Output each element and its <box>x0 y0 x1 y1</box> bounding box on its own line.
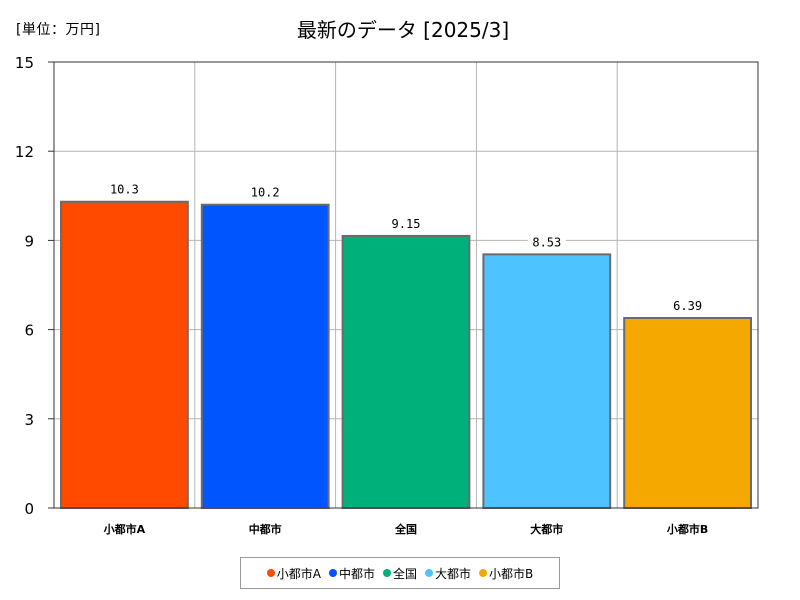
x-tick-label: 全国 <box>394 522 417 536</box>
legend-label: 小都市A <box>276 566 321 581</box>
value-label: 10.3 <box>110 183 139 197</box>
bar <box>623 317 753 509</box>
y-tick-label: 3 <box>24 411 34 429</box>
y-tick-label: 6 <box>24 322 34 340</box>
legend-marker-icon <box>479 569 488 577</box>
x-tick-label: 中都市 <box>249 522 282 536</box>
value-label-bg <box>105 182 144 197</box>
legend: 小都市A 中都市 全国 大都市 小都市B <box>240 557 560 589</box>
value-label-bg <box>668 299 707 314</box>
legend-marker-icon <box>382 569 391 577</box>
plot-frame <box>53 61 759 509</box>
legend-item: 小都市A <box>266 565 321 582</box>
value-label: 10.2 <box>251 186 280 200</box>
x-tick-label: 小都市B <box>666 522 708 536</box>
legend-marker-icon <box>425 569 433 577</box>
y-tick-label: 12 <box>15 143 34 161</box>
y-tick-label: 15 <box>15 54 34 72</box>
bar <box>200 203 330 509</box>
value-label-bg <box>246 185 285 200</box>
value-label: 9.15 <box>392 217 421 231</box>
legend-item: 大都市 <box>425 565 471 582</box>
legend-marker-icon <box>328 569 337 577</box>
x-axis-labels: 小都市A 中都市 全国 大都市 小都市B <box>103 522 709 536</box>
value-label-bg <box>387 216 425 231</box>
x-tick-label: 大都市 <box>530 522 563 536</box>
value-labels: 10.3 10.2 9.15 8.53 6.39 <box>105 182 707 314</box>
value-label: 6.39 <box>673 299 702 313</box>
legend-label: 中都市 <box>338 566 375 581</box>
bar <box>341 234 471 509</box>
legend-label: 小都市B <box>489 566 534 581</box>
bars <box>60 200 753 509</box>
y-axis-ticks: 0 3 6 9 12 15 <box>15 54 54 518</box>
legend-item: 全国 <box>382 565 417 582</box>
unit-label: [単位：万円] <box>16 22 101 38</box>
y-tick-label: 9 <box>24 232 34 250</box>
x-tick-label: 小都市A <box>103 522 146 536</box>
bar <box>482 253 612 509</box>
legend-item: 中都市 <box>328 565 375 582</box>
legend-label: 大都市 <box>435 566 472 581</box>
bar <box>60 200 189 509</box>
legend-marker-icon <box>266 569 275 577</box>
legend-item: 小都市B <box>479 565 533 582</box>
legend-label: 全国 <box>392 566 417 581</box>
value-label: 8.53 <box>532 235 561 249</box>
value-label-bg <box>527 235 566 250</box>
chart-title: 最新のデータ [2025/3] <box>296 18 510 42</box>
y-tick-label: 0 <box>24 500 34 518</box>
